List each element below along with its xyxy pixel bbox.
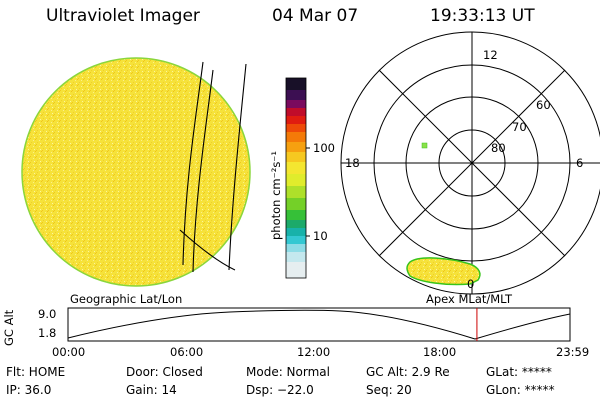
status-glon: GLon: ***** [486,383,555,397]
aurora-spot [421,142,428,149]
status-seq: Seq: 20 [366,383,412,397]
colorbar-unit-label: photon cm⁻²s⁻¹ [269,151,283,240]
status-ip: IP: 36.0 [6,383,52,397]
mlt-label-12: 12 [483,48,498,62]
polar-plot [340,31,600,295]
alt-xtick-1800: 18:00 [423,345,457,359]
status-door: Door: Closed [126,365,203,379]
mlt-label-6: 6 [576,156,584,170]
altitude-plot [67,307,571,342]
apex-caption: Apex MLat/MLT [426,292,513,306]
colorbar-tick-100: 100 [313,141,335,155]
alt-xtick-2359: 23:59 [556,345,590,359]
lon-lines [179,61,247,273]
alt-ylabel: GC Alt [2,309,16,346]
colorbar [285,77,310,279]
alt-xtick-0000: 00:00 [52,345,86,359]
geographic-caption: Geographic Lat/Lon [70,292,183,306]
alt-ytick-max: 9.0 [38,307,57,321]
status-flt: Flt: HOME [6,365,66,379]
geographic-image [21,57,251,287]
status-glat: GLat: ***** [486,365,552,379]
alt-xtick-0600: 06:00 [170,345,204,359]
status-mode: Mode: Normal [246,365,330,379]
time-label: 19:33:13 UT [430,6,535,26]
mlt-label-18: 18 [345,156,360,170]
alt-xtick-1200: 12:00 [297,345,331,359]
mlat-label-70: 70 [512,120,527,134]
date-label: 04 Mar 07 [272,6,359,26]
app-title: Ultraviolet Imager [46,6,200,26]
mlat-label-80: 80 [491,141,506,155]
status-dsp: Dsp: −22.0 [246,383,314,397]
status-gain: Gain: 14 [126,383,177,397]
aurora-oval [406,257,481,286]
earth-disk [21,57,251,287]
mlat-label-60: 60 [536,98,551,112]
mlt-label-0: 0 [467,277,475,291]
colorbar-tick-10: 10 [313,229,328,243]
alt-ytick-min: 1.8 [38,326,57,340]
status-gc-alt: GC Alt: 2.9 Re [366,365,450,379]
